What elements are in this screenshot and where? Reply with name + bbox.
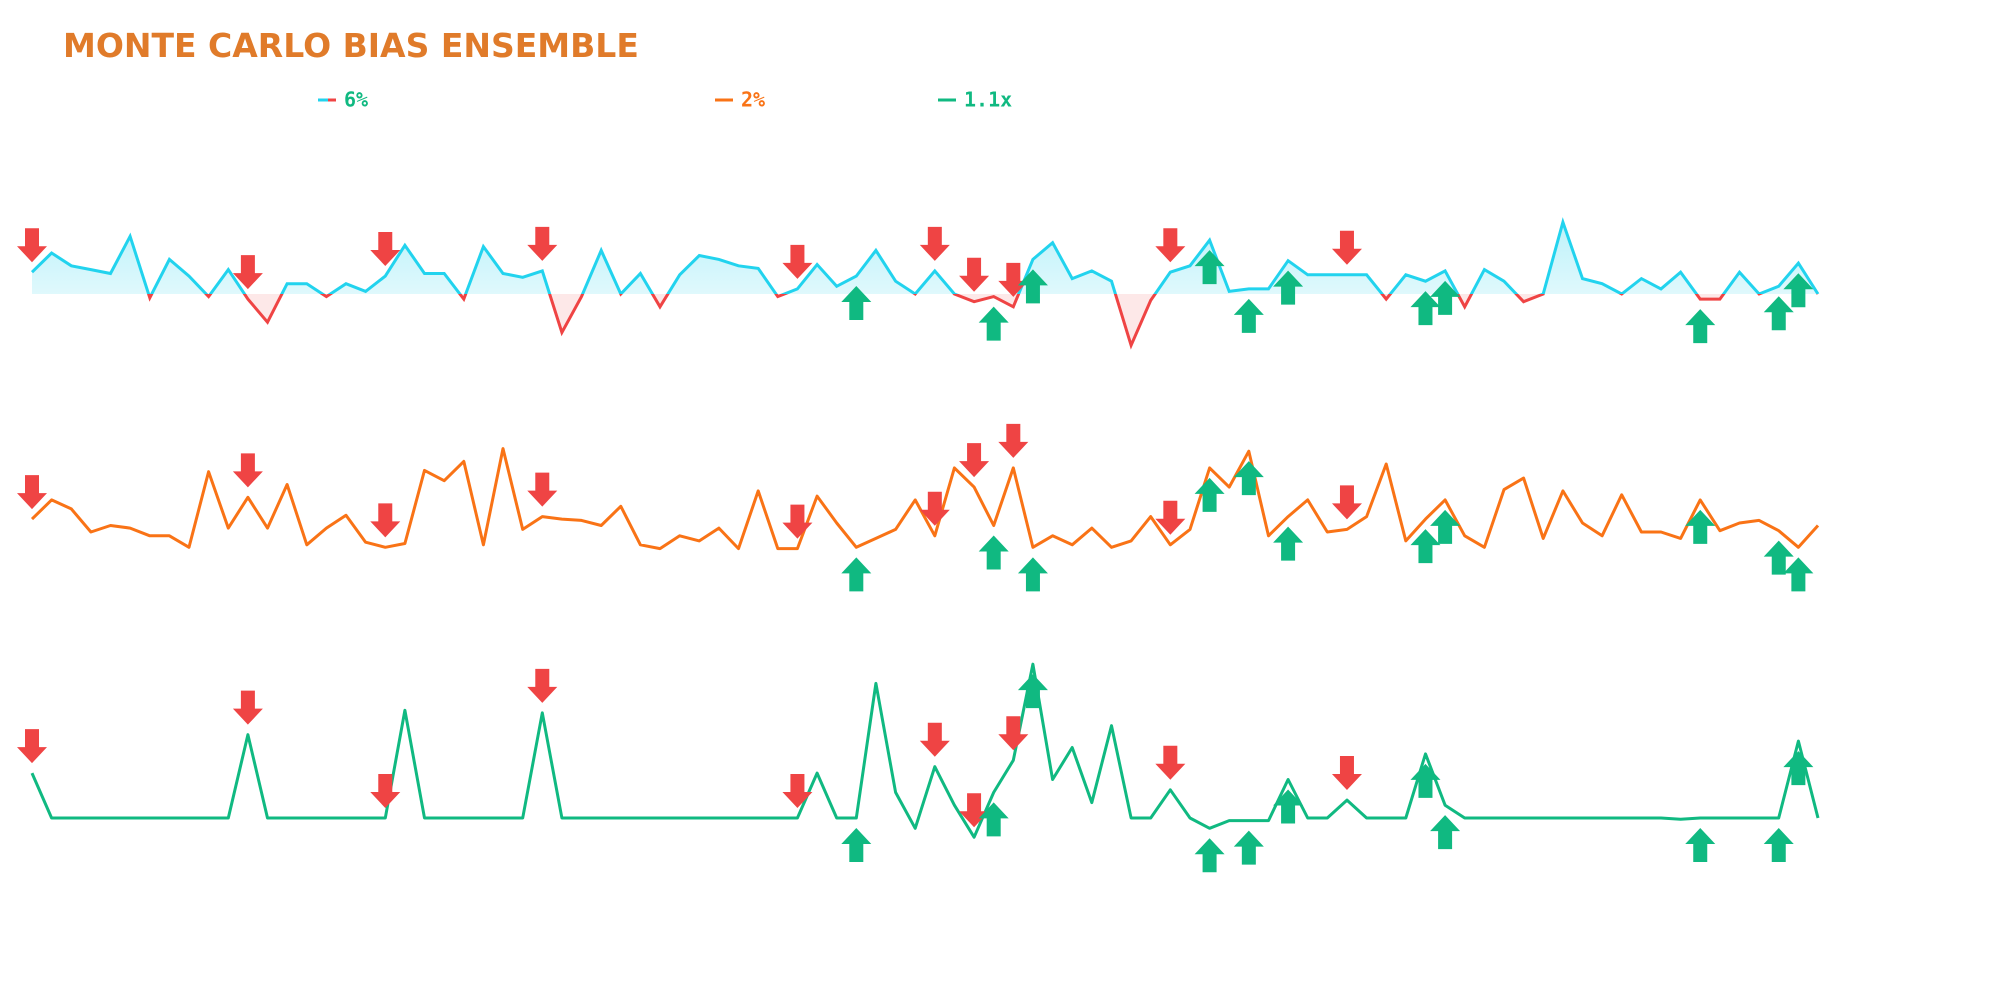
sell-arrow: [232, 453, 263, 488]
chart-title: MONTE CARLO BIAS ENSEMBLE: [63, 26, 639, 65]
buy-arrow: [841, 557, 872, 592]
line: [30, 217, 1820, 294]
buy-arrow: [1685, 309, 1716, 344]
buy-arrow: [1783, 273, 1814, 308]
buy-arrow: [1233, 298, 1264, 333]
buy-arrow: [1430, 509, 1461, 544]
sell-arrow: [1331, 485, 1362, 520]
buy-arrow: [841, 828, 872, 862]
sell-arrow: [17, 475, 47, 510]
buy-arrow: [1233, 830, 1264, 865]
buy-arrow: [1763, 828, 1794, 862]
buy-arrow: [841, 286, 872, 321]
buy-arrow: [978, 535, 1009, 570]
sell-arrow: [17, 228, 47, 263]
line-down: [147, 294, 1818, 350]
buy-arrow: [978, 306, 1009, 341]
sell-arrow: [232, 255, 263, 290]
buy-arrow: [1233, 461, 1264, 496]
buy-arrow: [1273, 789, 1304, 824]
buy-arrow: [1194, 250, 1225, 285]
sell-arrow: [527, 668, 558, 703]
sell-arrow: [1155, 500, 1186, 535]
buy-arrow: [1017, 557, 1048, 592]
buy-arrow: [1763, 296, 1794, 331]
sell-arrow: [782, 774, 813, 808]
buy-arrow: [978, 802, 1009, 837]
sell-arrow: [232, 690, 263, 725]
legend-label: 1.1x: [964, 88, 1012, 112]
sell-arrow: [959, 793, 990, 828]
buy-arrow: [1430, 815, 1461, 850]
area-up: [32, 222, 1818, 294]
buy-arrow: [1410, 291, 1441, 326]
buy-arrow: [1017, 269, 1048, 304]
sell-arrow: [919, 722, 950, 757]
sell-arrow: [17, 729, 47, 764]
buy-arrow: [1273, 270, 1304, 305]
sell-arrow: [527, 472, 558, 507]
legend-label: 6%: [344, 88, 368, 112]
sell-arrow: [527, 226, 558, 261]
buy-arrow: [1410, 763, 1441, 798]
sell-arrow: [370, 774, 401, 808]
buy-arrow: [1194, 477, 1225, 512]
sell-arrow: [959, 257, 990, 292]
sell-arrow: [1331, 230, 1362, 265]
legend-label: 2%: [741, 88, 765, 112]
sell-arrow: [959, 443, 990, 478]
buy-arrow: [1783, 557, 1814, 592]
sell-arrow: [370, 503, 401, 538]
sell-arrow: [782, 244, 813, 279]
buy-arrow: [1763, 540, 1794, 575]
buy-arrow: [1273, 526, 1304, 561]
buy-arrow: [1017, 674, 1048, 709]
sell-arrow: [998, 262, 1029, 297]
sell-arrow: [1331, 756, 1362, 791]
buy-arrow: [1685, 509, 1716, 544]
buy-arrow: [1783, 751, 1814, 786]
sell-arrow: [998, 716, 1029, 751]
buy-arrow: [1685, 828, 1716, 862]
line: [30, 662, 1820, 839]
buy-arrow: [1410, 529, 1441, 564]
sell-arrow: [370, 232, 401, 267]
sell-arrow: [998, 423, 1029, 458]
sell-arrow: [919, 491, 950, 526]
sell-arrow: [1155, 745, 1186, 780]
line: [30, 447, 1820, 551]
sell-arrow: [782, 504, 813, 539]
sell-arrow: [1155, 228, 1186, 263]
buy-arrow: [1430, 280, 1461, 315]
sell-arrow: [919, 226, 950, 261]
buy-arrow: [1194, 838, 1225, 873]
